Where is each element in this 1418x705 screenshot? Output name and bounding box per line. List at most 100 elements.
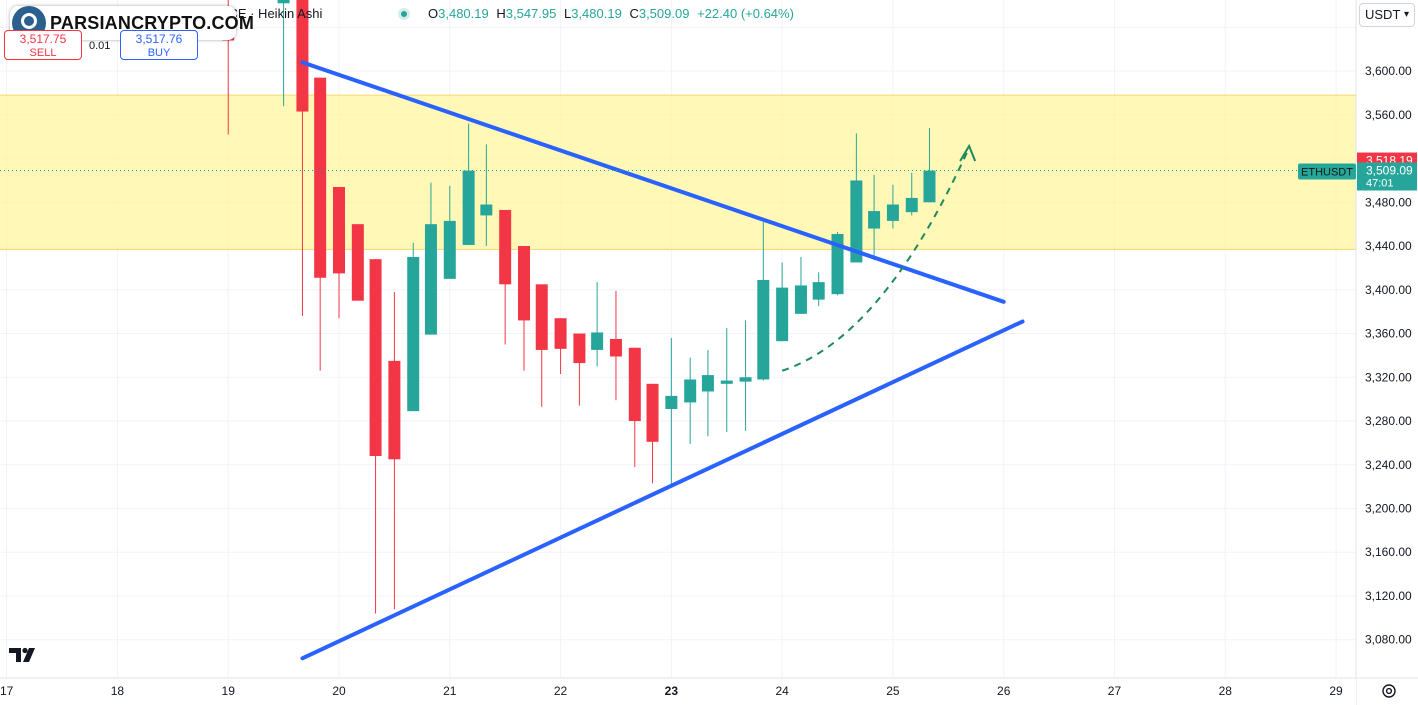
candle-body: [794, 285, 807, 314]
x-tick-label: 21: [443, 684, 457, 698]
candle: [720, 328, 733, 432]
candle-body: [591, 332, 604, 350]
candle-body: [850, 180, 863, 263]
x-tick-label: 19: [222, 684, 236, 698]
y-tick-label: 3,200.00: [1365, 502, 1412, 516]
currency-select[interactable]: USDT ▾: [1359, 3, 1415, 27]
candle-body: [831, 234, 844, 295]
high-value: 3,547.95: [505, 6, 557, 21]
symbol-tag: [1298, 163, 1356, 180]
candle: [369, 259, 382, 614]
candle-body: [480, 204, 493, 216]
candle-body: [757, 279, 770, 380]
descending-resistance-line: [300, 60, 1006, 304]
candle: [296, 0, 309, 317]
candle: [554, 318, 567, 374]
candle: [757, 221, 770, 381]
close-value: 3,509.09: [638, 6, 690, 21]
x-tick-label: 28: [1219, 684, 1233, 698]
candle: [776, 262, 789, 342]
time-axis-bg: [0, 678, 1356, 705]
candle: [407, 242, 420, 412]
candle: [535, 284, 548, 407]
x-tick-label: 18: [111, 684, 125, 698]
candle: [314, 77, 327, 371]
chevron-down-icon: ▾: [1403, 9, 1409, 20]
candle: [388, 291, 401, 610]
candle: [831, 231, 844, 296]
resistance-zone: [0, 95, 1356, 250]
low-label: L: [563, 6, 572, 21]
candle-body: [886, 204, 899, 221]
y-tick-label: 3,400.00: [1365, 283, 1412, 297]
candle: [351, 224, 364, 301]
x-tick-label: 22: [554, 684, 568, 698]
candle-body: [646, 383, 659, 442]
price-axis-bg: [1356, 0, 1418, 705]
candle-body: [665, 395, 678, 409]
candle: [739, 320, 752, 431]
candle: [701, 349, 714, 437]
candle-body: [720, 380, 733, 384]
buy-button[interactable]: 3,517.76 BUY: [120, 30, 198, 60]
candle: [462, 123, 475, 245]
candle: [923, 127, 936, 203]
candle-body: [628, 347, 641, 422]
candle-body: [462, 170, 475, 245]
market-status-icon[interactable]: [398, 8, 410, 20]
candle-body: [333, 186, 345, 274]
candle: [646, 383, 659, 484]
candle-body: [573, 333, 586, 364]
candle-body: [701, 375, 714, 392]
countdown-text: 47:01: [1366, 177, 1394, 189]
projection-arrowhead: [959, 143, 977, 162]
buy-label: BUY: [147, 47, 171, 59]
candle: [886, 184, 899, 229]
candle-body: [388, 360, 401, 460]
candle-body: [407, 256, 420, 412]
change-value: +22.40 (+0.64%): [697, 6, 794, 21]
sell-price: 3,517.75: [19, 32, 67, 46]
last-price-tag: [1357, 162, 1417, 191]
candle: [499, 209, 512, 345]
y-tick-label: 3,600.00: [1365, 64, 1412, 78]
candle: [628, 347, 641, 467]
x-tick-label: 29: [1329, 684, 1343, 698]
y-tick-label: 3,560.00: [1365, 108, 1412, 122]
candle: [868, 174, 881, 261]
y-tick-label: 3,280.00: [1365, 414, 1412, 428]
candle-body: [739, 377, 752, 382]
candle-body: [518, 246, 531, 321]
settings-gear-icon[interactable]: [1380, 682, 1398, 700]
candle-body: [443, 220, 456, 279]
tradingview-logo-icon[interactable]: [8, 646, 40, 664]
open-label: O: [428, 6, 439, 21]
candle-body: [684, 379, 697, 403]
y-tick-label: 3,360.00: [1365, 327, 1412, 341]
candle-body: [369, 259, 382, 457]
candle: [665, 337, 678, 486]
candles: [222, 0, 936, 614]
close-label: C: [629, 6, 639, 21]
y-tick-label: 3,080.00: [1365, 633, 1412, 647]
candle-body: [499, 209, 512, 285]
high-label: H: [496, 6, 506, 21]
projection-curve: [781, 151, 969, 372]
candle: [443, 185, 456, 279]
time-axis: 17 18 19 20 21 22 23 24 25 26 27 28 29: [0, 677, 1418, 705]
candle: [905, 172, 918, 216]
x-tick-label: 23: [665, 684, 679, 698]
candle: [480, 144, 493, 247]
x-tick-label: 26: [997, 684, 1011, 698]
open-value: 3,480.19: [438, 6, 489, 21]
candle-body: [554, 318, 567, 349]
low-value: 3,480.19: [571, 6, 622, 21]
y-tick-label: 3,120.00: [1365, 589, 1412, 603]
y-tick-label: 3,480.00: [1365, 195, 1412, 209]
candle-body: [277, 0, 290, 4]
candle: [794, 256, 807, 314]
candle-body: [314, 77, 327, 278]
x-tick-label: 25: [886, 684, 900, 698]
sell-button[interactable]: 3,517.75 SELL: [4, 30, 82, 60]
